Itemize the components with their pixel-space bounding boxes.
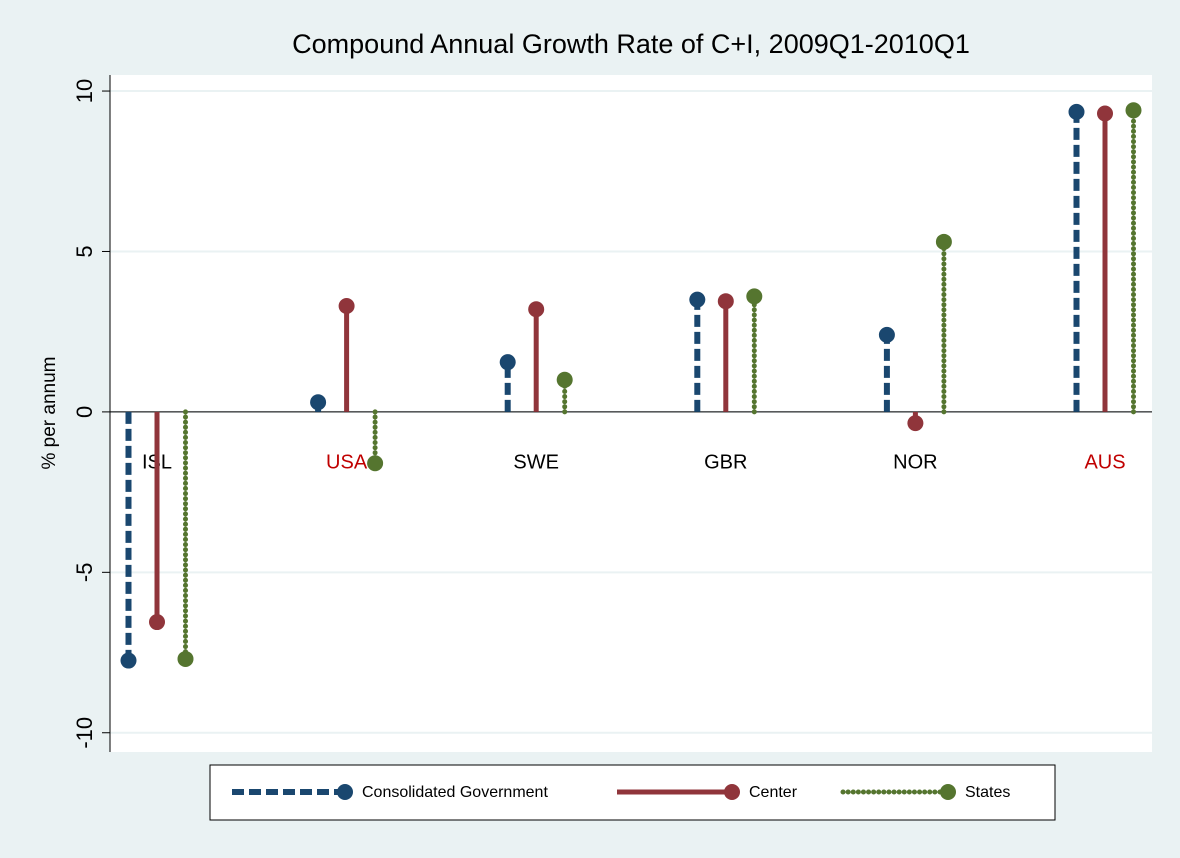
legend-label: States [965, 784, 1010, 801]
legend-marker [337, 784, 353, 800]
marker [1068, 103, 1085, 120]
marker [1097, 105, 1113, 122]
marker [177, 650, 194, 667]
marker [120, 652, 137, 669]
y-tick-label: 5 [72, 245, 97, 257]
marker [149, 614, 165, 631]
category-label: GBR [704, 452, 747, 474]
marker [907, 415, 924, 432]
y-tick-label: -5 [72, 563, 97, 583]
marker [689, 291, 706, 308]
marker [528, 301, 545, 318]
y-axis-label: % per annum [39, 356, 60, 469]
marker [1125, 102, 1142, 119]
y-tick-label: 0 [72, 406, 97, 418]
category-label: SWE [513, 452, 559, 474]
marker [338, 298, 355, 315]
legend-label: Consolidated Government [362, 784, 548, 801]
legend-marker [940, 784, 956, 800]
y-tick-label: -10 [72, 717, 97, 749]
legend-marker [724, 784, 740, 800]
y-tick-label: 10 [72, 79, 97, 103]
chart-title: Compound Annual Growth Rate of C+I, 2009… [292, 29, 970, 59]
category-label: NOR [893, 452, 937, 474]
category-label: AUS [1084, 452, 1125, 474]
marker [717, 293, 734, 310]
marker [746, 288, 763, 305]
marker [935, 233, 952, 250]
marker [878, 326, 895, 343]
marker [367, 455, 384, 472]
marker [499, 354, 516, 371]
plot-area [110, 75, 1152, 752]
category-label: USA [326, 452, 368, 474]
legend-label: Center [749, 784, 798, 801]
marker [310, 394, 327, 411]
marker [556, 371, 573, 388]
